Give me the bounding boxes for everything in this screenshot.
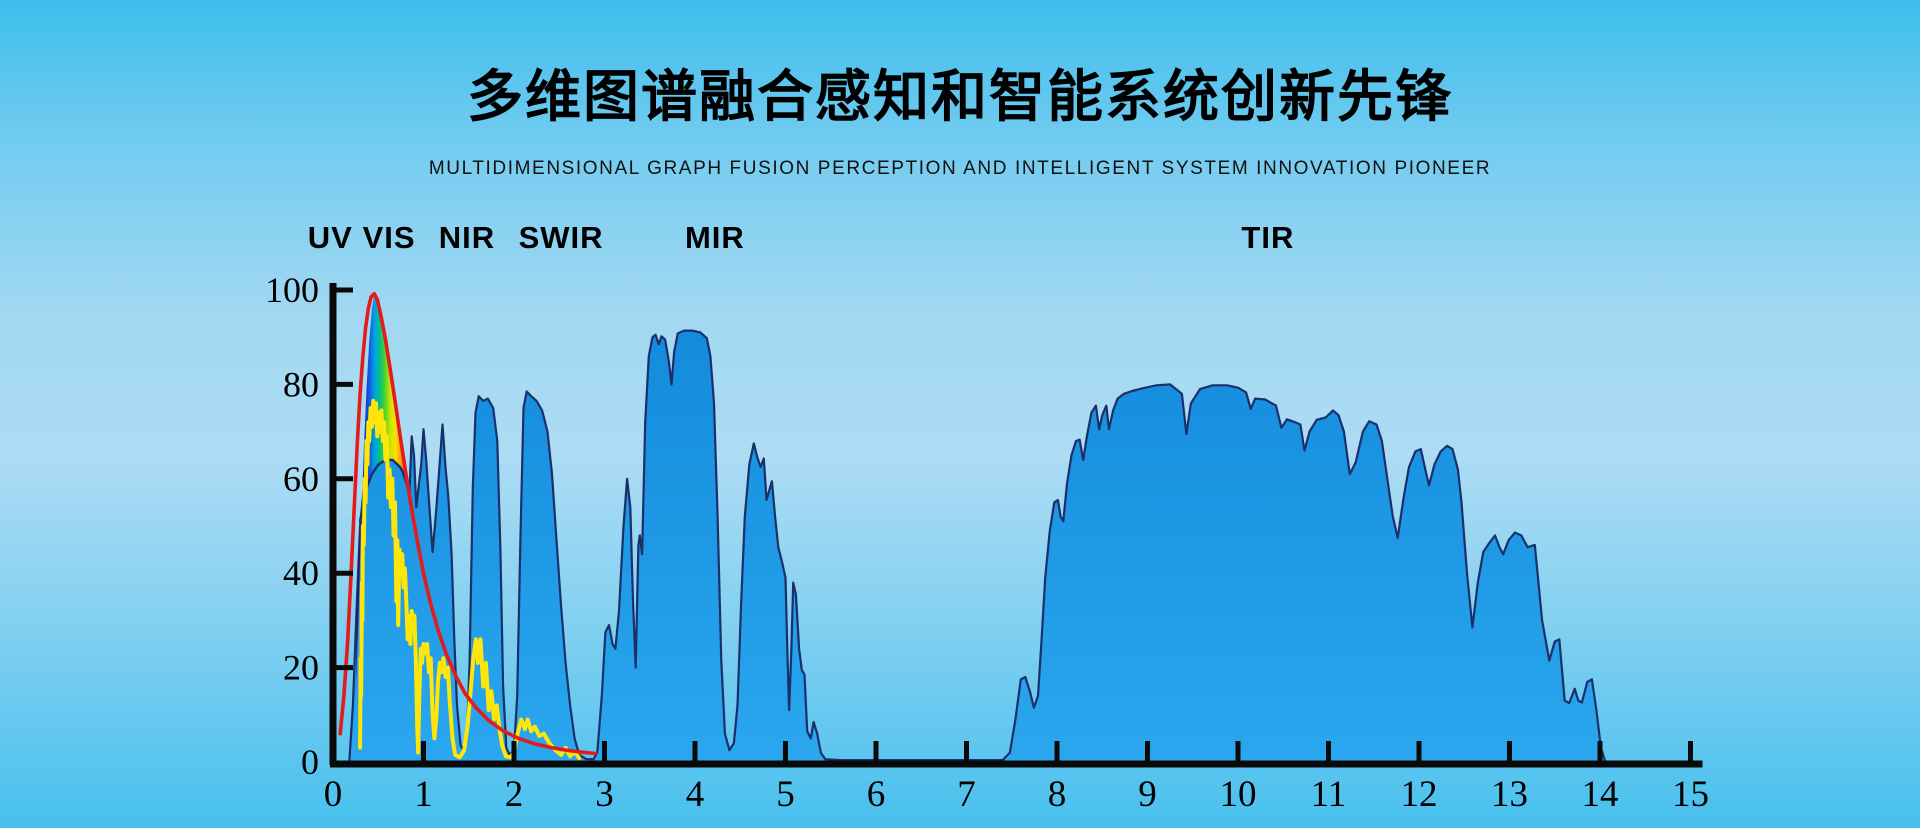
x-tick-label: 8 (1048, 774, 1067, 815)
x-tick-label: 13 (1491, 774, 1528, 815)
band-label-uv: UV (308, 220, 353, 255)
y-tick-label: 40 (283, 553, 319, 593)
axis-ticks (330, 287, 1693, 762)
x-tick-label: 5 (776, 774, 795, 815)
x-tick-label: 9 (1138, 774, 1157, 815)
y-tick-label: 0 (301, 742, 319, 782)
y-tick-label: 80 (283, 364, 319, 404)
x-tick-label: 2 (505, 774, 524, 815)
band-label-tir: TIR (1241, 220, 1294, 255)
x-tick-label: 10 (1220, 774, 1257, 815)
band-label-nir: NIR (439, 220, 495, 255)
x-tick-label: 6 (867, 774, 886, 815)
x-tick-label: 1 (414, 774, 433, 815)
transmission-area (348, 329, 1607, 764)
band-labels: UV VIS NIR SWIR MIR TIR (308, 220, 1294, 255)
y-tick-labels: 0 20 40 60 80 100 (265, 270, 319, 782)
x-tick-label: 4 (686, 774, 705, 815)
x-tick-label: 12 (1401, 774, 1438, 815)
y-tick-label: 60 (283, 459, 319, 499)
x-tick-label: 14 (1582, 774, 1619, 815)
page-title: 多维图谱融合感知和智能系统创新先锋 (467, 65, 1453, 128)
y-tick-label: 20 (283, 648, 319, 688)
x-tick-label: 0 (324, 774, 343, 815)
y-tick-label: 100 (265, 270, 319, 310)
x-tick-label: 7 (957, 774, 976, 815)
band-label-swir: SWIR (519, 220, 604, 255)
x-tick-label: 15 (1672, 774, 1709, 815)
axes (329, 283, 1703, 768)
x-tick-label: 3 (595, 774, 614, 815)
x-tick-label: 11 (1311, 774, 1347, 815)
x-tick-labels: 0 1 2 3 4 5 6 7 8 9 10 11 12 13 14 15 (324, 774, 1709, 815)
band-label-mir: MIR (685, 220, 745, 255)
page-subtitle: MULTIDIMENSIONAL GRAPH FUSION PERCEPTION… (428, 158, 1492, 179)
band-label-vis: VIS (363, 220, 416, 255)
solar-spectrum-curve (358, 398, 582, 761)
blackbody-curve (338, 292, 598, 756)
visible-rainbow-region (355, 294, 412, 696)
